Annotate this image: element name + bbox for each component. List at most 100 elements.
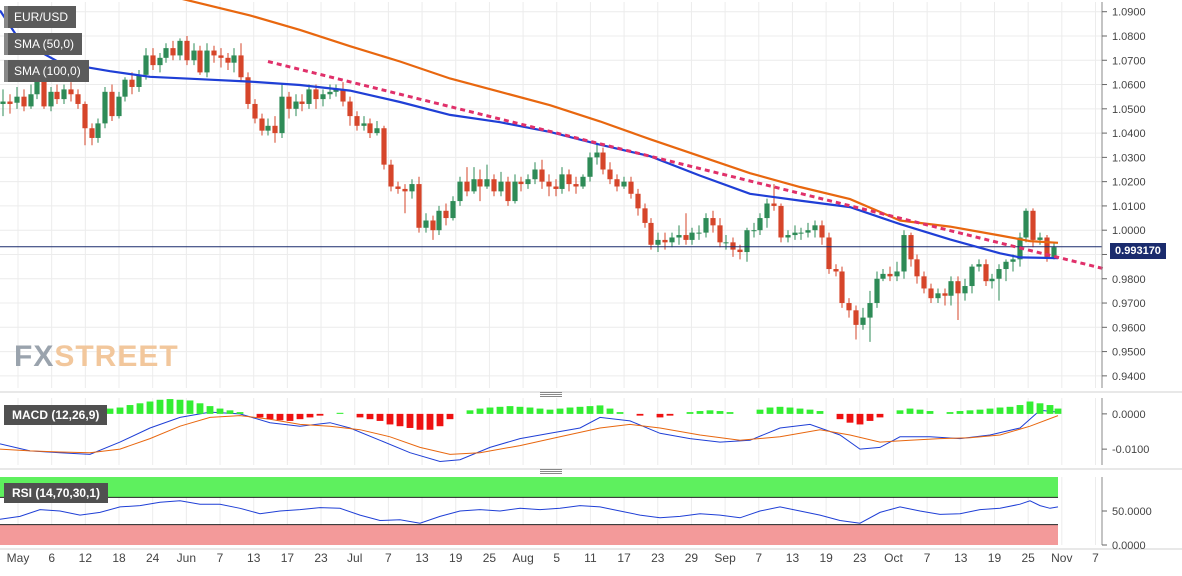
candle-body xyxy=(286,96,292,109)
candle-body xyxy=(771,203,777,206)
candle-body xyxy=(867,303,873,318)
macd-hist-bar xyxy=(1016,405,1024,414)
macd-hist-bar xyxy=(706,410,714,414)
y-tick-label: 0.9500 xyxy=(1112,347,1146,359)
macd-hist-bar xyxy=(866,413,874,421)
candle-body xyxy=(354,116,360,126)
candle-body xyxy=(279,96,285,134)
candle-body xyxy=(265,125,271,131)
macd-hist-bar xyxy=(716,411,724,414)
candle-body xyxy=(102,91,108,124)
x-tick-label: 5 xyxy=(553,551,560,565)
candle-body xyxy=(710,218,716,226)
macd-hist-bar xyxy=(136,403,144,414)
candle-body xyxy=(860,317,866,325)
macd-hist-bar xyxy=(486,407,494,414)
legend-sma50[interactable]: SMA (50,0) xyxy=(4,33,83,55)
macd-hist-bar xyxy=(186,400,194,414)
macd-y-tick-label: -0.0100 xyxy=(1112,444,1149,456)
macd-hist-bar xyxy=(366,413,374,420)
candle-body xyxy=(109,91,115,117)
candle-body xyxy=(655,239,661,245)
candle-body xyxy=(573,184,579,187)
candle-body xyxy=(306,89,312,104)
candle-body xyxy=(471,179,477,192)
candle-body xyxy=(7,101,13,104)
candle-body xyxy=(648,222,654,245)
x-tick-label: 13 xyxy=(415,551,429,565)
candle-body xyxy=(272,125,278,134)
macd-hist-bar xyxy=(666,413,674,416)
macd-label[interactable]: MACD (12,26,9) xyxy=(4,405,108,425)
candle-body xyxy=(594,152,600,158)
macd-histogram xyxy=(6,399,1062,430)
macd-hist-bar xyxy=(166,399,174,414)
candle-body xyxy=(846,303,852,311)
candle-body xyxy=(41,79,47,107)
macd-hist-bar xyxy=(556,408,564,414)
macd-hist-bar xyxy=(146,401,154,414)
y-tick-label: 1.0800 xyxy=(1112,31,1146,43)
candle-body xyxy=(259,118,265,131)
symbol-label: EUR/USD xyxy=(14,10,69,24)
macd-hist-bar xyxy=(656,413,664,418)
candle-body xyxy=(737,249,743,253)
macd-hist-bar xyxy=(696,411,704,414)
macd-hist-bar xyxy=(316,413,324,416)
macd-hist-bar xyxy=(616,412,624,414)
candle-body xyxy=(676,235,682,238)
macd-hist-bar xyxy=(306,413,314,418)
macd-hist-bar xyxy=(476,408,484,414)
macd-hist-bar xyxy=(116,407,124,414)
rsi-panel-splitter[interactable] xyxy=(540,469,562,474)
macd-hist-bar xyxy=(226,410,234,414)
rsi-line xyxy=(0,500,1059,524)
y-tick-label: 0.9600 xyxy=(1112,322,1146,334)
macd-hist-bar xyxy=(786,407,794,414)
y-tick-label: 1.0700 xyxy=(1112,55,1146,67)
rsi-label[interactable]: RSI (14,70,30,1) xyxy=(4,483,109,503)
candle-body xyxy=(880,273,886,279)
rsi-y-tick-label: 0.0000 xyxy=(1112,540,1146,552)
candle-body xyxy=(54,91,60,100)
candle-body xyxy=(805,230,811,233)
x-tick-label: 29 xyxy=(685,551,699,565)
candle-body xyxy=(28,94,34,107)
candle-body xyxy=(498,181,504,192)
candle-body xyxy=(367,123,373,134)
macd-panel-splitter[interactable] xyxy=(540,392,562,397)
x-tick-label: 7 xyxy=(924,551,931,565)
candle-body xyxy=(553,186,559,189)
candle-body xyxy=(764,203,770,219)
macd-hist-bar xyxy=(536,408,544,414)
x-tick-label: 17 xyxy=(281,551,295,565)
candle-body xyxy=(327,91,333,95)
candle-body xyxy=(935,293,941,299)
last-price-badge: 0.993170 xyxy=(1110,243,1166,259)
x-tick-label: 19 xyxy=(449,551,463,565)
candle-body xyxy=(942,293,948,296)
macd-hist-bar xyxy=(236,412,244,414)
x-tick-label: 6 xyxy=(48,551,55,565)
x-tick-label: 7 xyxy=(217,551,224,565)
legend-symbol[interactable]: EUR/USD xyxy=(4,6,77,28)
candle-body xyxy=(798,232,804,234)
legend-sma100[interactable]: SMA (100,0) xyxy=(4,60,89,82)
x-tick-label: Jun xyxy=(177,551,196,565)
macd-hist-bar xyxy=(586,406,594,414)
candle-body xyxy=(512,181,518,202)
macd-hist-bar xyxy=(546,409,554,414)
candle-body xyxy=(231,55,237,63)
macd-hist-bar xyxy=(996,407,1004,414)
x-tick-label: 23 xyxy=(853,551,867,565)
candle-body xyxy=(204,50,210,73)
candle-body xyxy=(477,179,483,187)
macd-hist-bar xyxy=(466,410,474,414)
candle-body xyxy=(955,281,961,294)
panel-frames xyxy=(0,2,1182,550)
candle-body xyxy=(505,181,511,202)
candle-body xyxy=(457,181,463,202)
candle-body xyxy=(211,50,217,56)
